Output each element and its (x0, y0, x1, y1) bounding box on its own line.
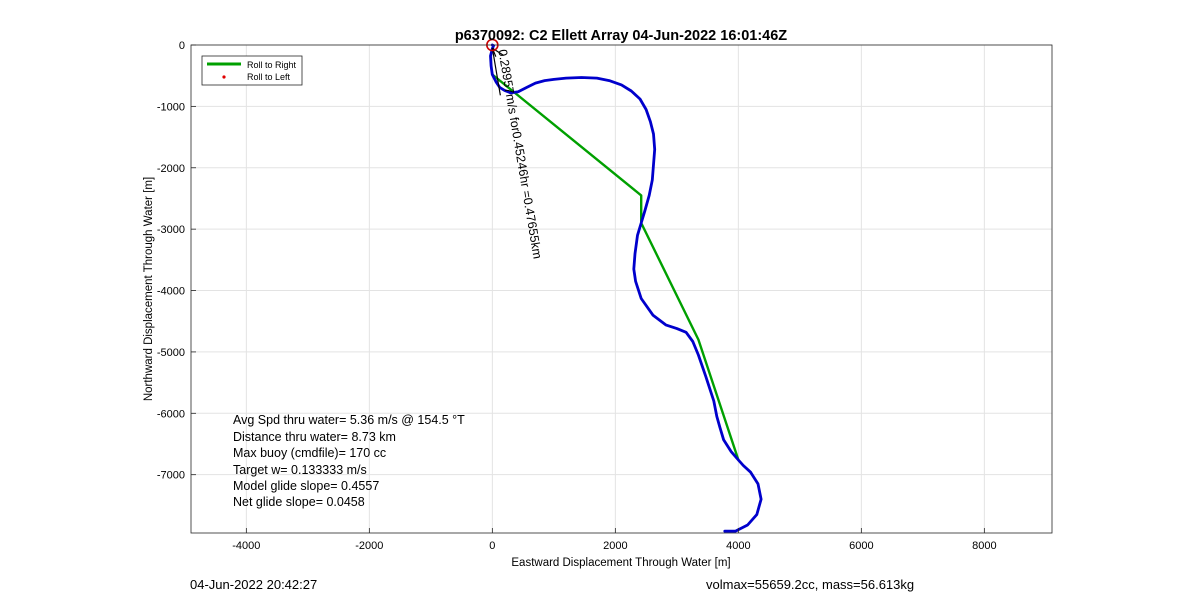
y-tick-label: -2000 (157, 163, 185, 175)
legend-box (201, 55, 303, 86)
axis-ticks: -4000 -2000 0 2000 4000 6000 8000 0 -1000 -2000 -3… (157, 40, 997, 552)
y-tick-label: -6000 (157, 408, 185, 420)
x-tick-label: -2000 (355, 540, 383, 552)
footer-timestamp: 04-Jun-2022 20:42:27 (190, 577, 318, 592)
y-tick-label: -1000 (157, 101, 185, 113)
y-tick-label: -5000 (157, 347, 185, 359)
data-series (489, 43, 763, 533)
x-tick-label: 4000 (726, 540, 750, 552)
stat-net-glide-slope: Net glide slope= 0.0458 (233, 495, 365, 509)
x-tick-label: 8000 (972, 540, 996, 552)
chart-title: p6370092: C2 Ellett Array 04-Jun-2022 16… (455, 28, 787, 44)
legend-label-roll-left: Roll to Left (247, 72, 291, 82)
series-line-track (489, 43, 763, 533)
y-tick-label: 0 (179, 40, 185, 52)
y-tick-label: -3000 (157, 224, 185, 236)
chart-legend: Roll to Right Roll to Left (201, 55, 303, 86)
current-arrow-head (492, 47, 504, 56)
x-tick-label: 6000 (849, 540, 873, 552)
y-axis-label: Northward Displacement Through Water [m] (143, 177, 155, 401)
legend-label-roll-right: Roll to Right (247, 60, 297, 70)
stat-distance: Distance thru water= 8.73 km (233, 430, 396, 444)
current-arrow-line (491, 47, 501, 96)
stat-max-buoy: Max buoy (cmdfile)= 170 cc (233, 446, 387, 460)
footer-mass-info: volmax=55659.2cc, mass=56.613kg (706, 577, 915, 592)
legend-dot-roll-left (222, 75, 226, 79)
stat-target-w: Target w= 0.133333 m/s (233, 463, 367, 477)
y-tick-label: -7000 (157, 470, 185, 482)
y-tick-label: -4000 (157, 286, 185, 298)
stat-avg-speed: Avg Spd thru water= 5.36 m/s @ 154.5 °T (233, 413, 465, 427)
x-tick-label: -4000 (232, 540, 260, 552)
stat-model-glide-slope: Model glide slope= 0.4557 (233, 479, 380, 493)
x-tick-label: 2000 (603, 540, 627, 552)
current-arrow-head (491, 47, 497, 57)
x-axis-label: Eastward Displacement Through Water [m] (511, 557, 730, 569)
x-tick-label: 0 (489, 540, 495, 552)
plot-background (191, 45, 1052, 533)
plot-frame (190, 44, 1053, 534)
